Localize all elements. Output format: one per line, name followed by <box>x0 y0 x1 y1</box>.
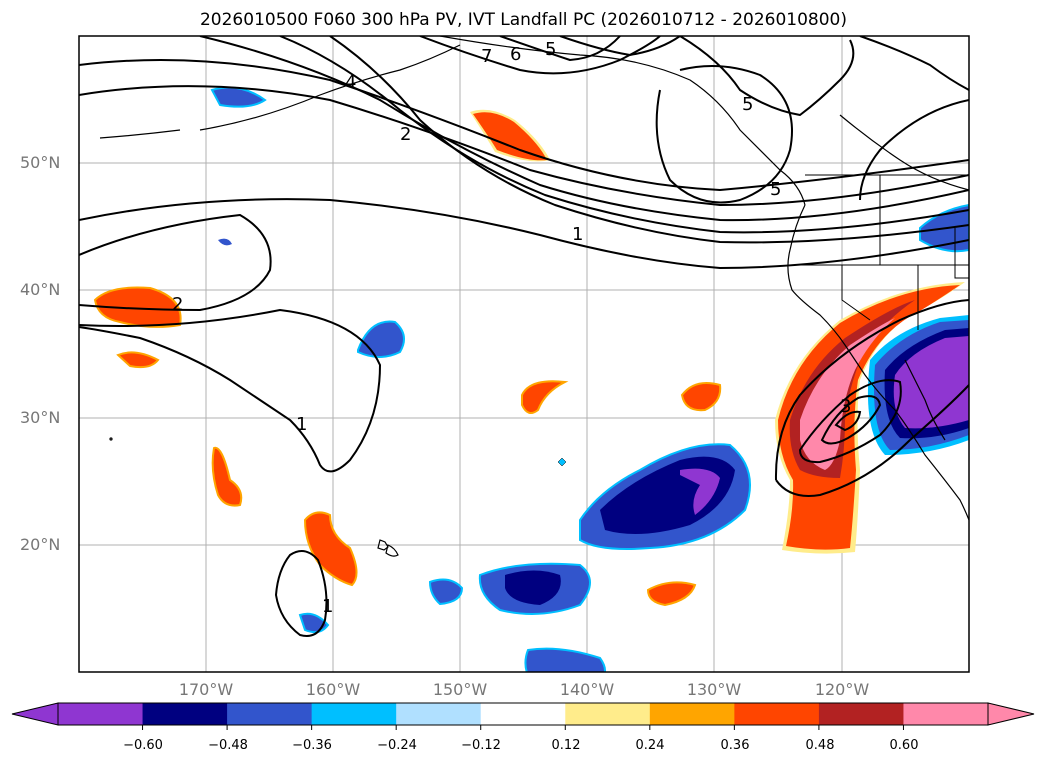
contour-label: 2 <box>172 294 183 315</box>
colorbar-segment <box>903 703 989 725</box>
contour-label: 7 <box>481 46 492 67</box>
colorbar-segment <box>818 703 904 725</box>
colorbar-tick-label: 0.24 <box>635 738 665 753</box>
colorbar-tick-label: −0.24 <box>377 738 417 753</box>
colorbar-segment <box>565 703 651 725</box>
colorbar-segment <box>396 703 482 725</box>
lon-label: 170°W <box>178 680 234 699</box>
colorbar-tick-label: 0.48 <box>805 738 835 753</box>
contour-label: 2 <box>400 124 411 145</box>
contour-label: 6 <box>510 44 521 65</box>
contour-labels: 7 6 5 4 5 2 5 1 2 1 3 1 <box>172 39 851 617</box>
colorbar-segment <box>480 703 566 725</box>
contour-label: 5 <box>770 179 781 200</box>
colorbar-tick-label: −0.48 <box>208 738 248 753</box>
colorbar-tick-label: 0.60 <box>889 738 919 753</box>
contour-label: 5 <box>742 94 753 115</box>
lon-label: 150°W <box>432 680 488 699</box>
lon-label: 160°W <box>305 680 361 699</box>
colorbar-tick-label: −0.36 <box>292 738 332 753</box>
borders <box>790 174 969 330</box>
lat-label: 30°N <box>20 408 61 427</box>
contour-label: 3 <box>840 396 851 417</box>
plot-frame <box>78 35 970 673</box>
map-title: 2026010500 F060 300 hPa PV, IVT Landfall… <box>199 10 847 30</box>
pv-contours <box>79 36 969 637</box>
colorbar-tick-label: −0.12 <box>461 738 501 753</box>
lat-label: 40°N <box>20 280 61 299</box>
colorbar-tick-label: 0.36 <box>720 738 750 753</box>
lat-label: 20°N <box>20 535 61 554</box>
colorbar-segment <box>227 703 313 725</box>
colorbar-frame <box>57 702 989 726</box>
contour-label: 5 <box>545 39 556 60</box>
lon-label: 120°W <box>814 680 870 699</box>
colorbar-extend-high <box>987 702 1035 726</box>
contour-label: 1 <box>572 224 583 245</box>
colorbar-segment <box>142 703 228 725</box>
colorbar-segment <box>58 703 144 725</box>
lon-label: 130°W <box>686 680 742 699</box>
colorbar <box>11 702 1035 730</box>
colorbar-segment <box>649 703 735 725</box>
positive-anomaly-regions <box>93 109 965 607</box>
colorbar-segment <box>734 703 820 725</box>
contour-label: 1 <box>322 596 333 617</box>
colorbar-tick-label: −0.60 <box>123 738 163 753</box>
colorbar-segment <box>311 703 397 725</box>
colorbar-extend-low <box>11 702 59 726</box>
contour-label: 1 <box>296 414 307 435</box>
colorbar-tick-label: 0.12 <box>551 738 581 753</box>
lon-label: 140°W <box>559 680 615 699</box>
lat-label: 50°N <box>20 153 61 172</box>
contour-label: 4 <box>345 72 356 93</box>
